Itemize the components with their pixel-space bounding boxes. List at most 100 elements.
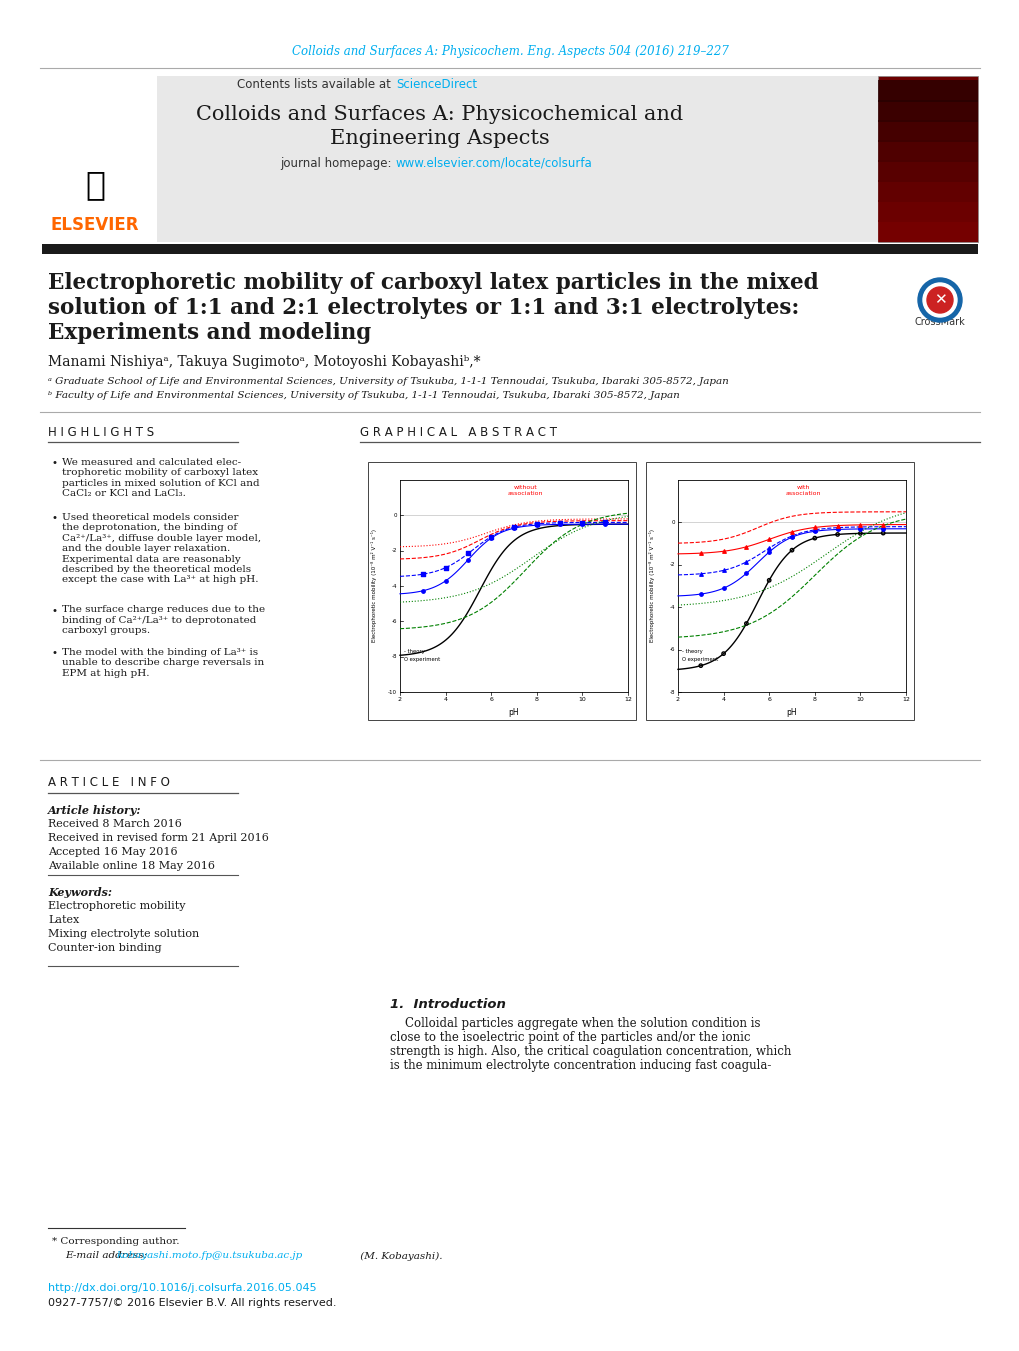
- Text: 4: 4: [720, 697, 725, 703]
- Text: ᵇ Faculty of Life and Environmental Sciences, University of Tsukuba, 1-1-1 Tenno: ᵇ Faculty of Life and Environmental Scie…: [48, 392, 679, 400]
- Text: 10: 10: [856, 697, 863, 703]
- Text: 0927-7757/© 2016 Elsevier B.V. All rights reserved.: 0927-7757/© 2016 Elsevier B.V. All right…: [48, 1298, 336, 1308]
- Point: [874, 523, 891, 544]
- Bar: [877, 200, 977, 222]
- Circle shape: [917, 278, 961, 322]
- Text: Mixing electrolyte solution: Mixing electrolyte solution: [48, 929, 199, 939]
- Point: [415, 563, 431, 585]
- Text: 1.  Introduction: 1. Introduction: [389, 998, 505, 1012]
- Point: [714, 577, 731, 598]
- Text: strength is high. Also, the critical coagulation concentration, which: strength is high. Also, the critical coa…: [389, 1044, 791, 1058]
- Point: [760, 570, 776, 592]
- Text: ScienceDirect: ScienceDirect: [395, 77, 477, 91]
- Point: [483, 527, 499, 549]
- Text: CrossMark: CrossMark: [914, 317, 964, 327]
- Text: 12: 12: [901, 697, 909, 703]
- Point: [806, 516, 822, 538]
- Text: journal homepage:: journal homepage:: [279, 157, 394, 169]
- Text: pH: pH: [786, 708, 797, 717]
- Text: Keywords:: Keywords:: [48, 886, 112, 897]
- Text: -4: -4: [391, 584, 396, 589]
- Text: -6: -6: [391, 619, 396, 624]
- Text: H I G H L I G H T S: H I G H L I G H T S: [48, 427, 154, 439]
- Text: pH: pH: [508, 708, 519, 717]
- Text: -6: -6: [668, 647, 675, 653]
- Text: 12: 12: [624, 697, 632, 703]
- Bar: [877, 159, 977, 182]
- Bar: [877, 220, 977, 242]
- Text: The surface charge reduces due to the
binding of Ca²⁺/La³⁺ to deprotonated
carbo: The surface charge reduces due to the bi…: [62, 605, 265, 635]
- Bar: [877, 180, 977, 203]
- Text: 10: 10: [578, 697, 586, 703]
- Text: Electrophoretic mobility: Electrophoretic mobility: [48, 901, 185, 911]
- Text: 8: 8: [534, 697, 538, 703]
- Point: [760, 538, 776, 559]
- Text: Article history:: Article history:: [48, 804, 142, 816]
- Text: E-mail address:: E-mail address:: [65, 1251, 150, 1260]
- Text: 4: 4: [443, 697, 447, 703]
- Text: kobayashi.moto.fp@u.tsukuba.ac.jp: kobayashi.moto.fp@u.tsukuba.ac.jp: [117, 1251, 303, 1260]
- Point: [714, 643, 731, 665]
- Point: [806, 519, 822, 540]
- Point: [692, 542, 708, 563]
- Point: [528, 513, 544, 535]
- Text: close to the isoelectric point of the particles and/or the ionic: close to the isoelectric point of the pa…: [389, 1031, 750, 1043]
- Point: [692, 563, 708, 585]
- Text: •: •: [52, 513, 58, 523]
- Text: (M. Kobayashi).: (M. Kobayashi).: [357, 1251, 442, 1260]
- Point: [505, 516, 522, 538]
- Text: 0: 0: [671, 520, 675, 526]
- Point: [505, 517, 522, 539]
- Text: Used theoretical models consider
the deprotonation, the binding of
Ca²⁺/La³⁺, di: Used theoretical models consider the dep…: [62, 513, 261, 585]
- Text: Available online 18 May 2016: Available online 18 May 2016: [48, 861, 215, 871]
- Bar: [877, 80, 977, 101]
- Text: -10: -10: [387, 689, 396, 694]
- Point: [437, 570, 453, 592]
- Point: [714, 540, 731, 562]
- Point: [806, 527, 822, 549]
- Text: ELSEVIER: ELSEVIER: [51, 216, 140, 234]
- Point: [783, 526, 799, 547]
- Point: [738, 613, 754, 635]
- Bar: [877, 141, 977, 162]
- Point: [738, 551, 754, 573]
- Text: O experiment: O experiment: [682, 657, 717, 662]
- Text: Received 8 March 2016: Received 8 March 2016: [48, 819, 181, 830]
- Point: [828, 515, 845, 536]
- Bar: [42, 76, 877, 242]
- Text: http://dx.doi.org/10.1016/j.colsurfa.2016.05.045: http://dx.doi.org/10.1016/j.colsurfa.201…: [48, 1283, 316, 1293]
- Point: [783, 521, 799, 543]
- Text: solution of 1:1 and 2:1 electrolytes or 1:1 and 3:1 electrolytes:: solution of 1:1 and 2:1 electrolytes or …: [48, 297, 799, 319]
- Point: [460, 549, 476, 570]
- Text: ✕: ✕: [932, 293, 946, 308]
- Text: •: •: [52, 605, 58, 616]
- Text: -8: -8: [668, 689, 675, 694]
- Text: Colloidal particles aggregate when the solution condition is: Colloidal particles aggregate when the s…: [389, 1016, 760, 1029]
- Text: -2: -2: [391, 549, 396, 553]
- Text: * Corresponding author.: * Corresponding author.: [52, 1238, 179, 1247]
- Text: -4: -4: [668, 605, 675, 609]
- Bar: [645, 462, 913, 720]
- Bar: [877, 120, 977, 142]
- Point: [596, 513, 612, 535]
- Point: [551, 512, 568, 534]
- Text: •: •: [52, 458, 58, 467]
- Text: Electrophoretic mobility (10⁻⁸ m² V⁻¹ s⁻¹): Electrophoretic mobility (10⁻⁸ m² V⁻¹ s⁻…: [648, 530, 654, 643]
- Point: [692, 584, 708, 605]
- Text: A R T I C L E   I N F O: A R T I C L E I N F O: [48, 775, 170, 789]
- Point: [714, 559, 731, 581]
- Text: Latex: Latex: [48, 915, 79, 925]
- Text: The model with the binding of La³⁺ is
unable to describe charge reversals in
EPM: The model with the binding of La³⁺ is un…: [62, 648, 264, 678]
- Point: [596, 512, 612, 534]
- Point: [528, 515, 544, 536]
- Text: with
association: with association: [785, 485, 820, 496]
- Text: 2: 2: [397, 697, 401, 703]
- Text: Engineering Aspects: Engineering Aspects: [330, 128, 549, 147]
- Bar: [42, 76, 157, 242]
- Bar: [877, 100, 977, 122]
- Text: O experiment: O experiment: [404, 657, 440, 662]
- Point: [783, 527, 799, 549]
- Point: [852, 516, 868, 538]
- Text: -2: -2: [668, 562, 675, 567]
- Point: [874, 516, 891, 538]
